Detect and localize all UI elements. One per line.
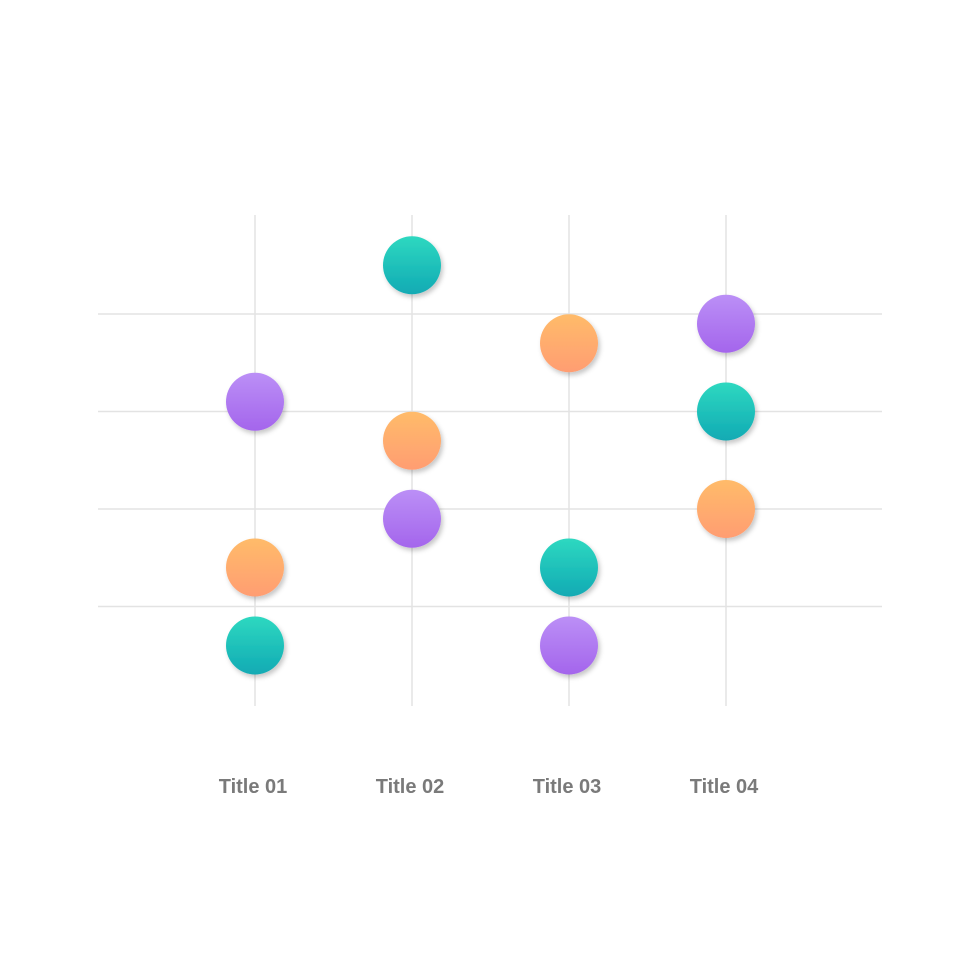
purple-data-point xyxy=(540,616,598,675)
teal-data-point xyxy=(226,616,284,675)
x-tick-label: Title 03 xyxy=(533,776,602,798)
x-tick-label: Title 01 xyxy=(219,776,288,798)
x-tick-label: Title 02 xyxy=(376,776,445,798)
grid xyxy=(98,215,882,706)
purple-data-point xyxy=(697,294,755,353)
data-points xyxy=(226,236,755,675)
x-axis-tick-labels: Title 01 Title 02 Title 03 Title 04 xyxy=(219,776,759,798)
orange-data-point xyxy=(383,411,441,470)
x-tick-label: Title 04 xyxy=(690,776,759,798)
purple-data-point xyxy=(383,489,441,548)
purple-data-point xyxy=(226,372,284,431)
orange-data-point xyxy=(697,480,755,538)
orange-data-point xyxy=(226,538,284,597)
orange-data-point xyxy=(540,314,598,373)
teal-data-point xyxy=(540,538,598,597)
teal-data-point xyxy=(383,236,441,295)
teal-data-point xyxy=(697,382,755,441)
